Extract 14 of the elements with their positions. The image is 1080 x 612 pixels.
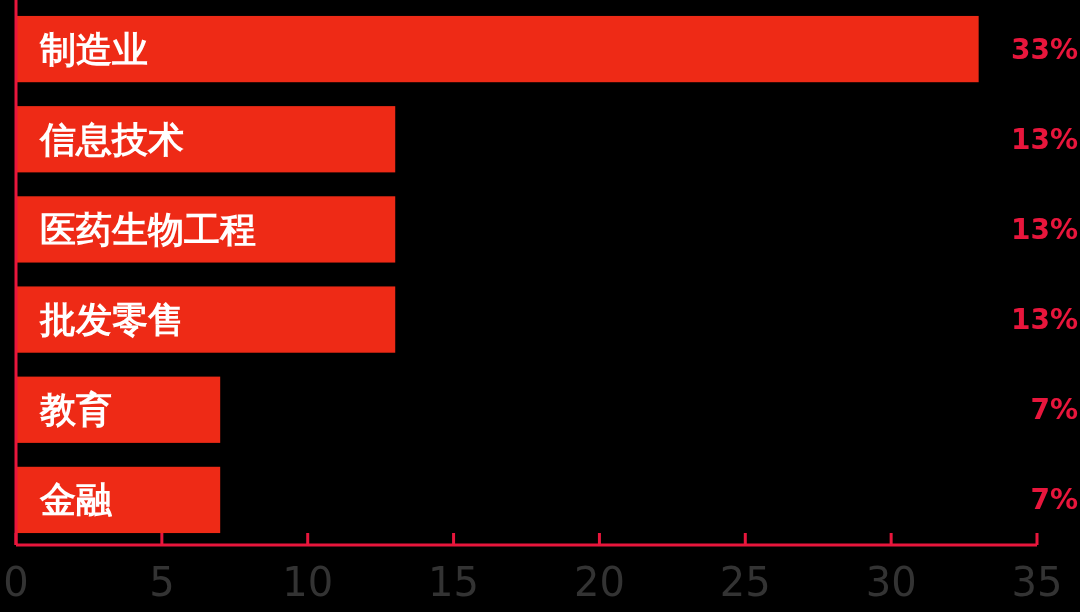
data-label: 13%	[1010, 303, 1078, 337]
y-tick-label: 信息技术	[38, 118, 184, 160]
data-label: 13%	[1010, 212, 1078, 246]
data-label: 7%	[1030, 483, 1078, 517]
bar	[16, 15, 979, 83]
data-label: 13%	[1010, 122, 1078, 156]
data-label: 33%	[1010, 32, 1078, 66]
y-tick-label: 金融	[39, 479, 113, 521]
data-label: 7%	[1030, 393, 1078, 427]
y-tick-label: 教育	[39, 389, 112, 431]
y-tick-label: 批发零售	[39, 299, 184, 341]
y-tick-label: 制造业	[39, 28, 148, 70]
bar	[16, 286, 396, 353]
y-tick-label: 医药生物工程	[40, 208, 256, 250]
